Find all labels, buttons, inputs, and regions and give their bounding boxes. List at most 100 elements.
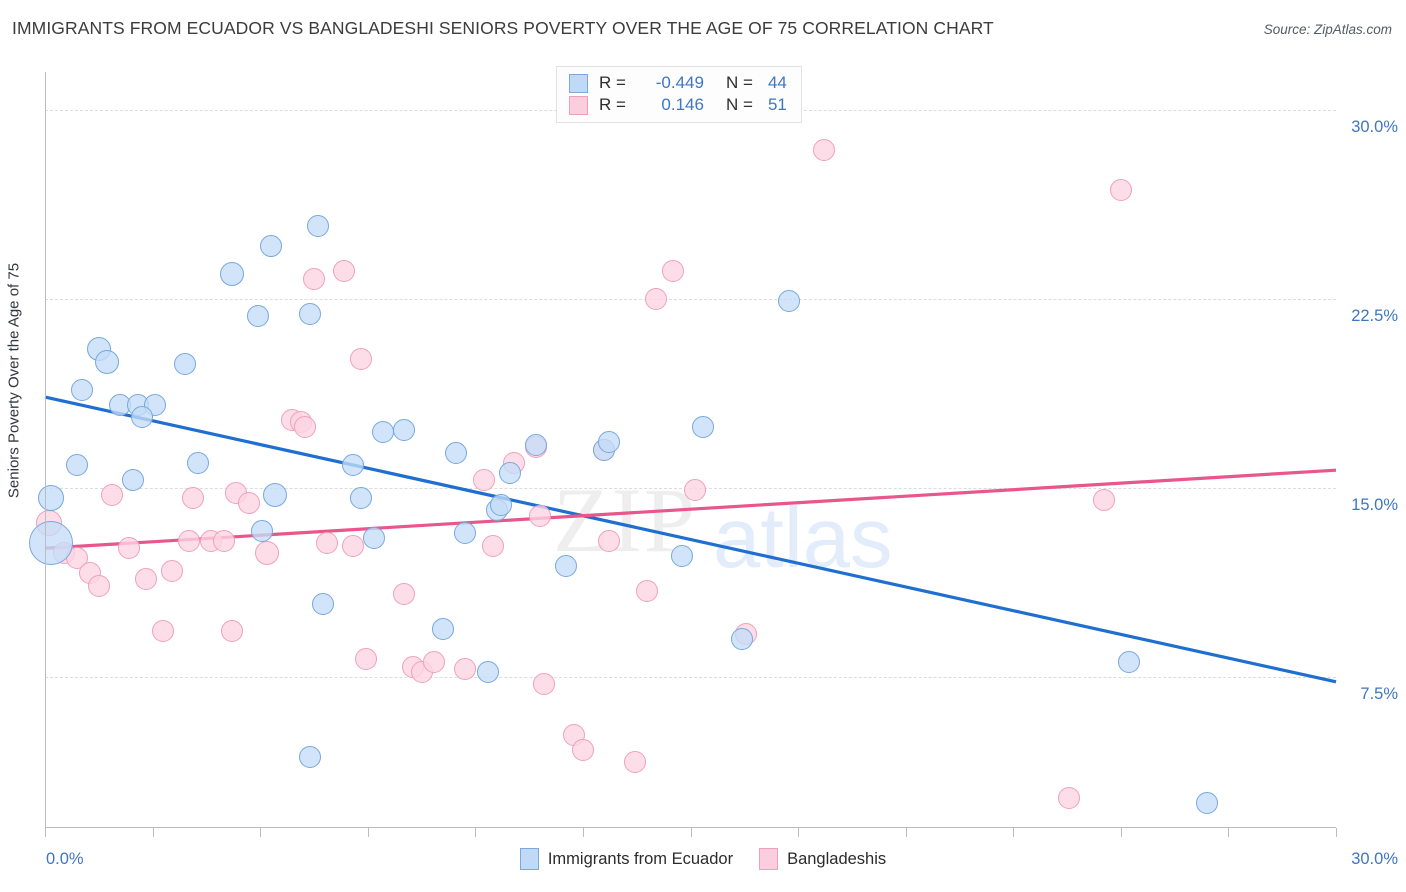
scatter-point[interactable] bbox=[1195, 791, 1218, 814]
x-axis-tick bbox=[367, 828, 369, 837]
scatter-point[interactable] bbox=[307, 214, 330, 237]
scatter-point[interactable] bbox=[122, 469, 145, 492]
x-axis-tick bbox=[798, 828, 800, 837]
stats-r-value-pink: 0.146 bbox=[661, 95, 704, 114]
legend-item-bangladeshis[interactable]: Bangladeshis bbox=[759, 848, 886, 870]
scatter-point[interactable] bbox=[597, 431, 620, 454]
y-axis-tick-label: 7.5% bbox=[1360, 684, 1398, 703]
stats-row-bangladeshis: R = 0.146 N = 51 bbox=[569, 95, 787, 115]
gridline bbox=[45, 298, 1336, 300]
scatter-point[interactable] bbox=[100, 484, 123, 507]
scatter-point[interactable] bbox=[363, 527, 386, 550]
scatter-point[interactable] bbox=[472, 469, 495, 492]
scatter-point[interactable] bbox=[490, 494, 513, 517]
x-axis-tick bbox=[260, 828, 262, 837]
scatter-point[interactable] bbox=[333, 260, 356, 283]
scatter-point[interactable] bbox=[812, 139, 835, 162]
scatter-point[interactable] bbox=[350, 348, 373, 371]
scatter-point[interactable] bbox=[354, 648, 377, 671]
trend-line bbox=[44, 395, 1337, 684]
scatter-point[interactable] bbox=[66, 454, 89, 477]
scatter-point[interactable] bbox=[38, 484, 65, 511]
scatter-point[interactable] bbox=[341, 534, 364, 557]
scatter-point[interactable] bbox=[298, 746, 321, 769]
scatter-point[interactable] bbox=[186, 451, 209, 474]
scatter-point[interactable] bbox=[393, 418, 416, 441]
scatter-point[interactable] bbox=[444, 441, 467, 464]
scatter-point[interactable] bbox=[173, 353, 196, 376]
x-axis-tick bbox=[582, 828, 584, 837]
scatter-point[interactable] bbox=[251, 519, 274, 542]
stats-n-label-pink: N = bbox=[725, 95, 753, 114]
scatter-point[interactable] bbox=[731, 628, 754, 650]
scatter-point[interactable] bbox=[152, 620, 175, 643]
x-axis-tick bbox=[475, 828, 477, 837]
scatter-point[interactable] bbox=[636, 580, 659, 603]
scatter-point[interactable] bbox=[254, 541, 279, 566]
scatter-point[interactable] bbox=[220, 261, 245, 286]
correlation-stats-box: R = -0.449 N = 44 R = 0.146 N = 51 bbox=[556, 66, 802, 123]
scatter-point[interactable] bbox=[554, 554, 577, 577]
scatter-point[interactable] bbox=[1109, 179, 1132, 202]
x-axis-tick bbox=[1120, 828, 1122, 837]
x-axis-max-label: 30.0% bbox=[1351, 850, 1398, 868]
x-axis-tick bbox=[45, 828, 46, 837]
scatter-point[interactable] bbox=[692, 416, 715, 439]
scatter-point[interactable] bbox=[238, 491, 261, 514]
scatter-point[interactable] bbox=[178, 529, 201, 552]
scatter-point[interactable] bbox=[1092, 489, 1115, 512]
stats-row-ecuador: R = -0.449 N = 44 bbox=[569, 73, 787, 93]
scatter-point[interactable] bbox=[477, 660, 500, 683]
scatter-point[interactable] bbox=[1118, 650, 1141, 673]
scatter-point[interactable] bbox=[221, 620, 244, 643]
scatter-point[interactable] bbox=[393, 582, 416, 605]
legend-item-ecuador[interactable]: Immigrants from Ecuador bbox=[519, 848, 733, 870]
scatter-point[interactable] bbox=[453, 658, 476, 681]
scatter-point[interactable] bbox=[29, 521, 74, 566]
scatter-point[interactable] bbox=[670, 544, 693, 567]
scatter-point[interactable] bbox=[571, 738, 594, 761]
scatter-point[interactable] bbox=[294, 416, 317, 439]
scatter-point[interactable] bbox=[432, 617, 455, 640]
x-axis-tick bbox=[1013, 828, 1015, 837]
scatter-point[interactable] bbox=[87, 575, 110, 598]
x-axis-tick bbox=[1228, 828, 1230, 837]
scatter-point[interactable] bbox=[453, 522, 476, 545]
scatter-point[interactable] bbox=[117, 537, 140, 560]
scatter-point[interactable] bbox=[182, 486, 205, 509]
scatter-point[interactable] bbox=[623, 751, 646, 774]
scatter-point[interactable] bbox=[95, 349, 120, 374]
scatter-point[interactable] bbox=[247, 305, 269, 328]
scatter-point[interactable] bbox=[528, 504, 551, 527]
x-axis-tick bbox=[690, 828, 692, 837]
scatter-point[interactable] bbox=[135, 567, 158, 590]
scatter-point[interactable] bbox=[533, 673, 556, 696]
scatter-point[interactable] bbox=[498, 461, 521, 484]
series-legend: Immigrants from Ecuador Bangladeshis bbox=[0, 848, 1406, 870]
scatter-point[interactable] bbox=[371, 421, 394, 444]
scatter-point[interactable] bbox=[683, 479, 706, 502]
stats-swatch-blue bbox=[569, 73, 588, 93]
scatter-point[interactable] bbox=[160, 559, 183, 582]
scatter-point[interactable] bbox=[481, 534, 504, 557]
y-axis-line bbox=[45, 72, 46, 828]
scatter-point[interactable] bbox=[645, 287, 668, 310]
scatter-point[interactable] bbox=[662, 260, 685, 283]
scatter-point[interactable] bbox=[1058, 786, 1081, 809]
scatter-point[interactable] bbox=[259, 234, 282, 257]
scatter-point[interactable] bbox=[350, 486, 373, 509]
scatter-point[interactable] bbox=[302, 267, 325, 290]
scatter-point[interactable] bbox=[70, 378, 93, 401]
stats-swatch-pink bbox=[569, 95, 588, 115]
scatter-point[interactable] bbox=[341, 454, 364, 477]
scatter-point[interactable] bbox=[263, 483, 288, 508]
scatter-point[interactable] bbox=[423, 650, 446, 673]
scatter-point[interactable] bbox=[130, 406, 153, 429]
scatter-point[interactable] bbox=[311, 592, 334, 615]
scatter-point[interactable] bbox=[524, 433, 547, 456]
scatter-point[interactable] bbox=[315, 532, 338, 555]
scatter-point[interactable] bbox=[778, 290, 801, 313]
scatter-point[interactable] bbox=[597, 529, 620, 552]
scatter-point[interactable] bbox=[298, 302, 321, 325]
scatter-point[interactable] bbox=[212, 529, 235, 552]
